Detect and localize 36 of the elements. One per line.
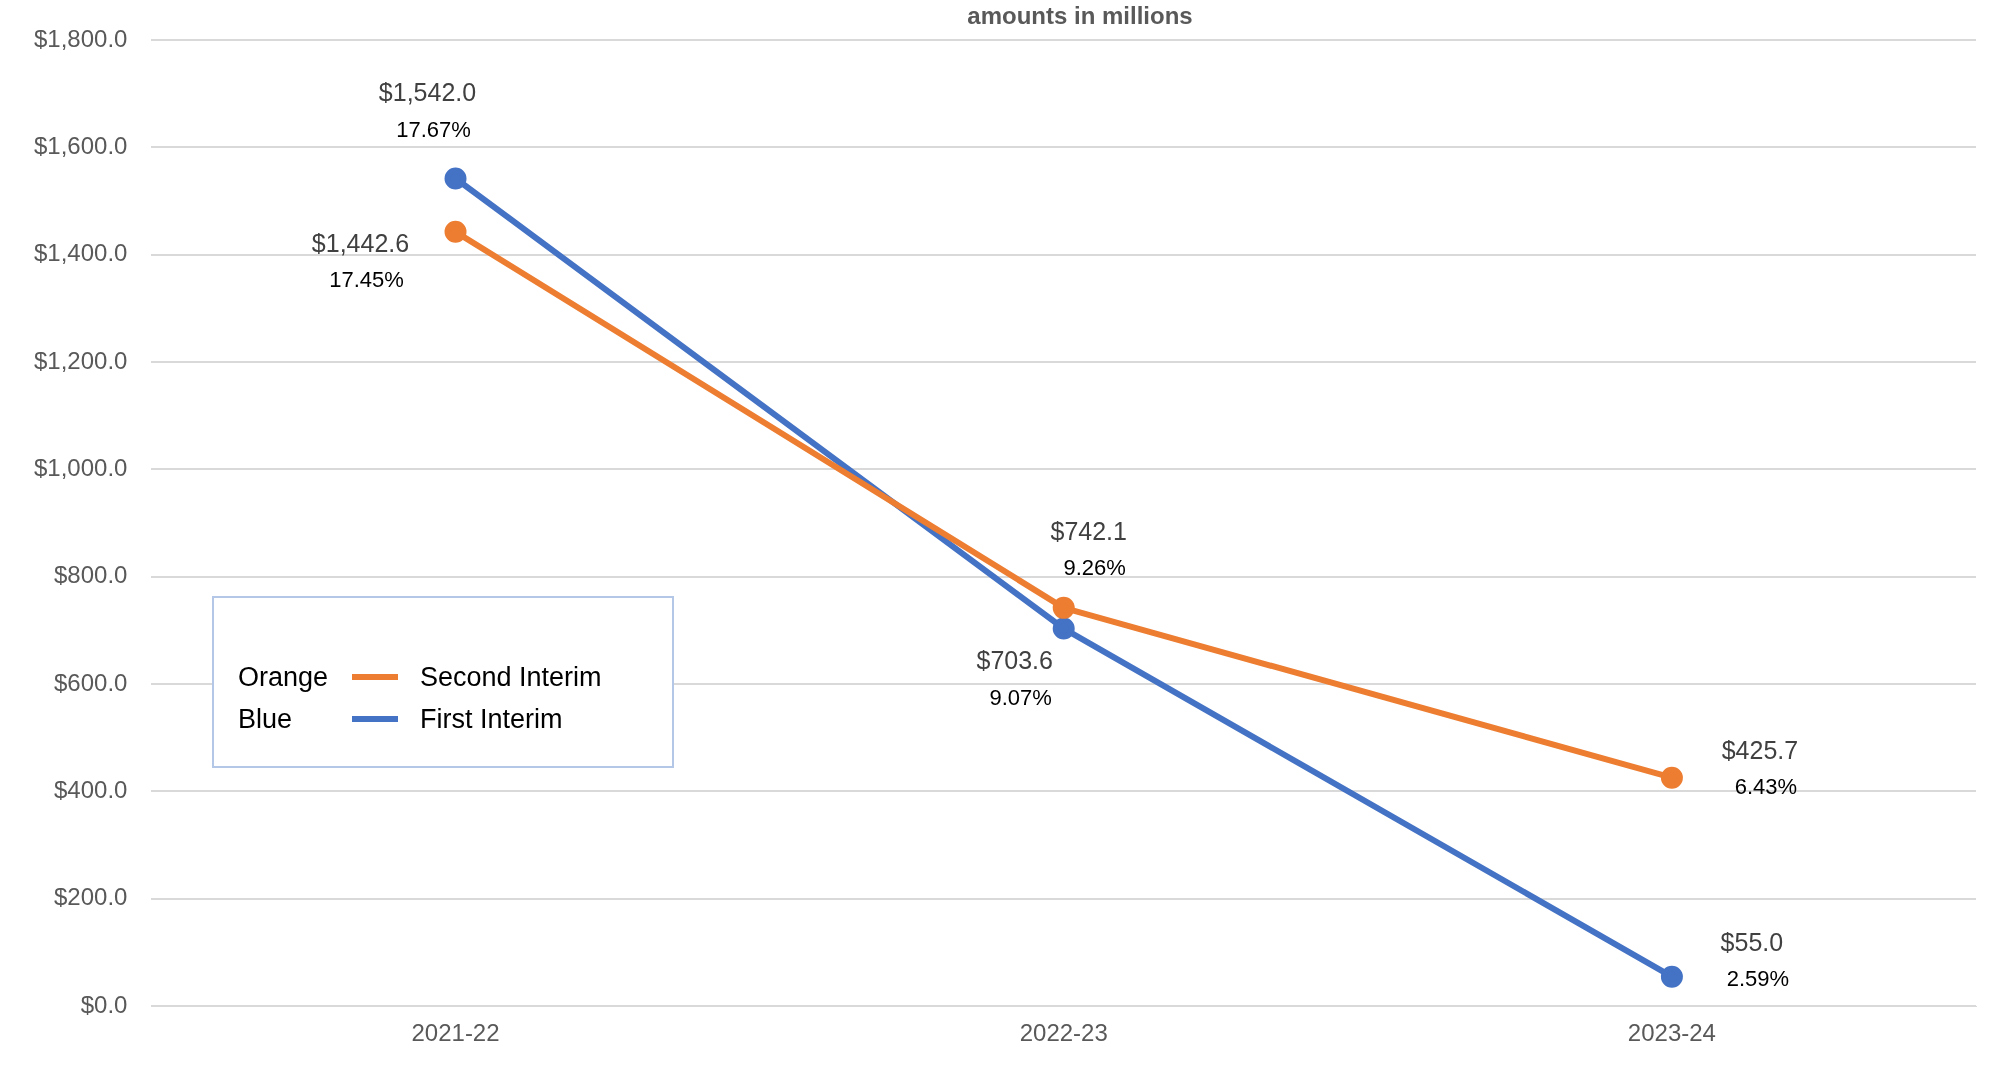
annotation: 2.59% [1726, 965, 1790, 991]
annotation: 9.26% [1063, 554, 1126, 580]
legend-label: Second Interim [420, 661, 602, 693]
legend-label: First Interim [420, 703, 563, 735]
point [444, 220, 467, 243]
x-tick-label: 2023-24 [1627, 1019, 1716, 1047]
chart-subtitle: amounts in millions [967, 2, 1193, 29]
data-label: $425.7 [1721, 735, 1799, 764]
data-label: $1,542.0 [378, 78, 477, 107]
y-tick-label: $600.0 [54, 668, 128, 696]
y-tick-label: $1,000.0 [34, 454, 128, 482]
point [1052, 596, 1075, 619]
data-label: $742.1 [1050, 516, 1127, 545]
y-tick-label: $1,400.0 [34, 239, 128, 267]
x-tick-label: 2021-22 [411, 1019, 500, 1047]
x-tick-label: 2022-23 [1019, 1019, 1108, 1047]
y-tick-label: $1,600.0 [34, 131, 128, 159]
annotation: 17.67% [396, 116, 471, 142]
data-label: $1,442.6 [311, 228, 410, 257]
data-label: $703.6 [976, 646, 1053, 675]
y-tick-label: $1,200.0 [34, 346, 128, 374]
annotation: 6.43% [1734, 773, 1798, 799]
annotation: 9.07% [989, 684, 1052, 710]
point [1052, 617, 1075, 640]
point [1660, 766, 1683, 789]
point [444, 167, 467, 190]
annotation: Orange [238, 661, 330, 693]
y-tick-label: $400.0 [54, 776, 128, 804]
annotation: 17.45% [329, 266, 404, 292]
y-tick-label: $200.0 [54, 883, 128, 911]
y-tick-label: $1,800.0 [34, 24, 128, 52]
y-tick-label: $0.0 [80, 990, 128, 1018]
data-label: $55.0 [1720, 927, 1784, 956]
point [1660, 965, 1683, 988]
annotation: Blue [238, 703, 294, 735]
y-tick-label: $800.0 [54, 561, 128, 589]
